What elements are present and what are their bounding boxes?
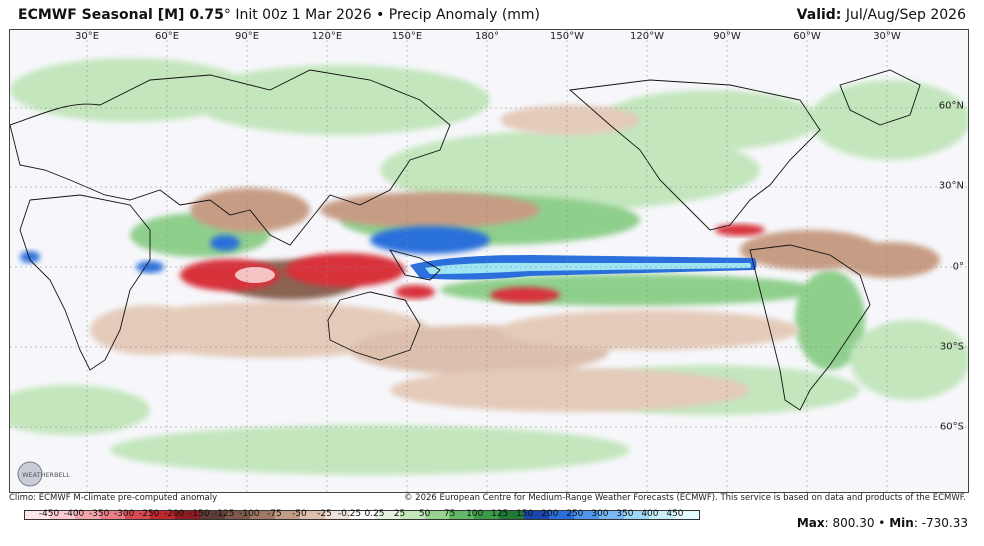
- graticule: [10, 30, 968, 492]
- strong-dry-anomalies: [180, 224, 765, 303]
- lat-label: 30°N: [938, 180, 964, 192]
- colorbar-label: 25: [393, 509, 406, 519]
- lon-label: 90°W: [713, 31, 741, 42]
- colorbar-label: -350: [88, 509, 110, 519]
- min-value: -730.33: [921, 516, 968, 530]
- colorbar-label: 350: [616, 509, 634, 519]
- colorbar-label: -250: [138, 509, 160, 519]
- max-min-stats: Max: 800.30 • Min: -730.33: [796, 516, 968, 530]
- lat-label: 60°N: [938, 100, 964, 112]
- colorbar-segment: [399, 511, 425, 519]
- colorbar-label: -125: [214, 509, 235, 519]
- colorbar-segment: [25, 511, 50, 519]
- colorbar-segment: [574, 511, 600, 519]
- colorbar-segment: [374, 511, 400, 519]
- colorbar-label: 450: [666, 509, 684, 519]
- lon-label: 60°W: [793, 31, 821, 42]
- colorbar-segment: [274, 511, 300, 519]
- colorbar-label: -0.25: [337, 509, 362, 519]
- map-canvas: [10, 30, 968, 492]
- min-label: Min: [889, 516, 914, 530]
- colorbar-label: -400: [63, 509, 85, 519]
- colorbar-segment: [324, 511, 350, 519]
- valid-label: Valid:: [796, 7, 842, 23]
- lon-label: 90°E: [234, 31, 260, 42]
- map-title: ECMWF Seasonal [M] 0.75° Init 00z 1 Mar …: [18, 7, 540, 23]
- precip-anomaly-map: 30°E 60°E 90°E 120°E 150°E 180° 150°W 12…: [9, 29, 969, 493]
- colorbar-label: 0.25: [364, 509, 385, 519]
- colorbar-label: -50: [292, 509, 307, 519]
- colorbar-label: -200: [164, 509, 185, 519]
- max-value: 800.30: [832, 516, 875, 530]
- colorbar-segment: [199, 511, 225, 519]
- colorbar-label: 300: [591, 509, 609, 519]
- copyright-note: © 2026 European Centre for Medium-Range …: [403, 493, 966, 503]
- colorbar-segment: [474, 511, 500, 519]
- title-bullet: •: [376, 7, 385, 23]
- colorbar-labels: -450 -400 -350 -300 -250 -200 -150 -125 -100 -75-…: [24, 509, 700, 521]
- colorbar-segment: [649, 511, 675, 519]
- valid-period: Valid: Jul/Aug/Sep 2026: [797, 7, 966, 23]
- weatherbell-logo: WEATHERBELL: [16, 460, 72, 488]
- lon-label: 150°E: [391, 31, 423, 42]
- colorbar-segment: [449, 511, 475, 519]
- colorbar-segment: [174, 511, 200, 519]
- colorbar-label: -450: [38, 509, 60, 519]
- lon-label: 180°: [474, 31, 500, 42]
- valid-value: Jul/Aug/Sep 2026: [845, 7, 966, 23]
- colorbar-label: -300: [113, 509, 135, 519]
- degree-symbol: °: [223, 7, 231, 23]
- colorbar-segment: [124, 511, 150, 519]
- colorbar-label: -150: [189, 509, 210, 519]
- colorbar-label: 75: [443, 509, 456, 519]
- lon-label: 120°W: [630, 31, 664, 42]
- lon-label: 120°E: [311, 31, 343, 42]
- lat-label: 30°S: [939, 341, 964, 353]
- model-name: ECMWF Seasonal [M] 0.75: [18, 7, 224, 23]
- colorbar-segment: [99, 511, 125, 519]
- colorbar-label: -75: [267, 509, 282, 519]
- colorbar-label: -100: [239, 509, 260, 519]
- logo-icon: WEATHERBELL: [17, 461, 70, 487]
- lon-label: 60°E: [154, 31, 180, 42]
- colorbar-label: 100: [466, 509, 484, 519]
- max-label: Max: [796, 516, 825, 530]
- colorbar-segment: [49, 511, 75, 519]
- colorbar-label: 250: [566, 509, 584, 519]
- climo-note: Climo: ECMWF M-climate pre-computed anom…: [9, 493, 218, 503]
- colorbar-segment: [499, 511, 525, 519]
- colorbar-segment: [149, 511, 175, 519]
- colorbar-label: 200: [541, 509, 559, 519]
- lat-label: 0°: [952, 261, 964, 273]
- logo-text: WEATHERBELL: [22, 471, 70, 479]
- init-time: Init 00z 1 Mar 2026: [235, 7, 372, 23]
- colorbar-segment: [424, 511, 450, 519]
- colorbar-segment: [624, 511, 650, 519]
- lon-label: 30°E: [74, 31, 100, 42]
- colorbar-segment: [549, 511, 575, 519]
- colorbar: [24, 510, 700, 520]
- strong-wet-anomalies: [20, 226, 757, 280]
- lon-label: 30°W: [873, 31, 901, 42]
- colorbar-segment: [224, 511, 250, 519]
- colorbar-label: -25: [317, 509, 332, 519]
- colorbar-segment: [524, 511, 550, 519]
- colorbar-label: 400: [641, 509, 659, 519]
- colorbar-segment: [599, 511, 625, 519]
- colorbar-label: 50: [418, 509, 431, 519]
- stats-separator: •: [878, 516, 886, 530]
- lon-label: 150°W: [550, 31, 584, 42]
- colorbar-label: 125: [491, 509, 509, 519]
- colorbar-segment: [299, 511, 325, 519]
- colorbar-segment: [674, 511, 700, 519]
- colorbar-segment: [349, 511, 375, 519]
- colorbar-segment: [249, 511, 275, 519]
- colorbar-segment: [74, 511, 100, 519]
- coastlines: [10, 69, 921, 411]
- colorbar-label: 150: [516, 509, 534, 519]
- field-name: Precip Anomaly (mm): [388, 7, 541, 23]
- lat-label: 60°S: [939, 421, 964, 433]
